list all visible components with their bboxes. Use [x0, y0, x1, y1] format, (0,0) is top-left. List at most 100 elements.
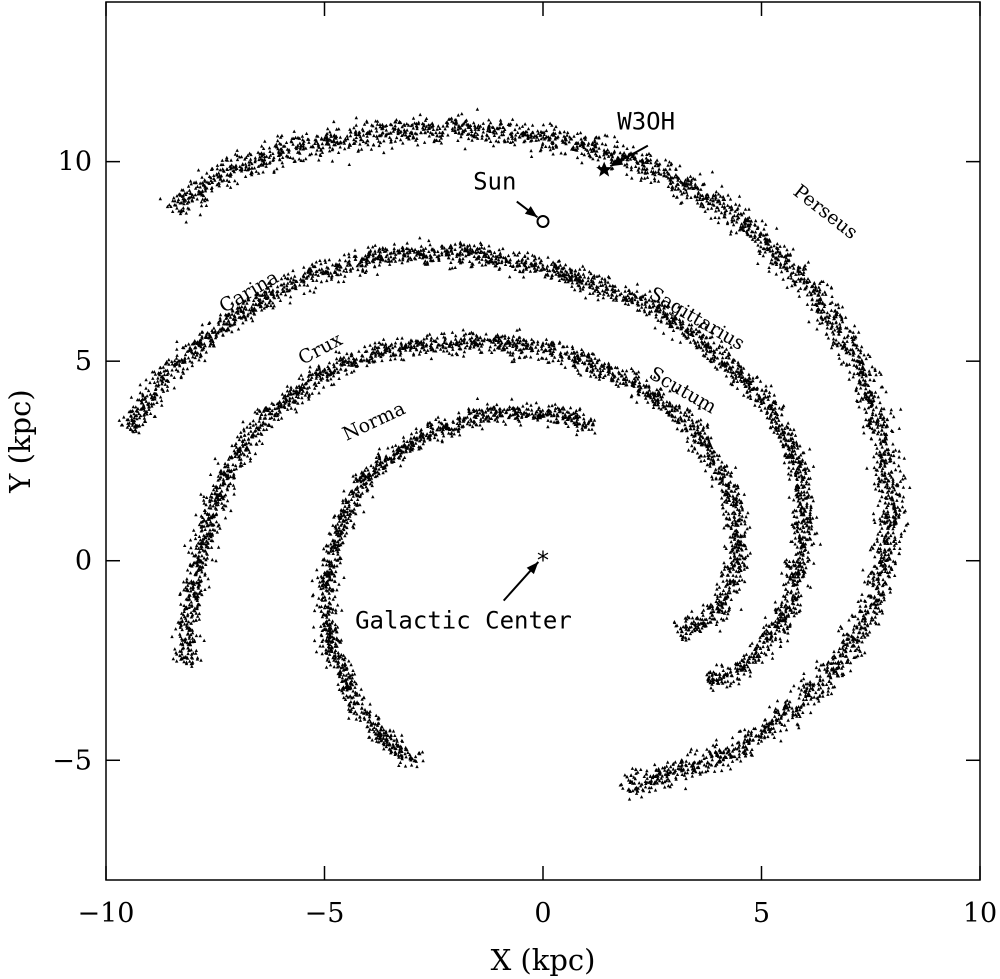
data-point	[427, 134, 431, 138]
data-point	[236, 327, 241, 331]
data-point	[794, 272, 798, 276]
data-point	[395, 135, 399, 140]
data-point	[729, 374, 734, 378]
data-point	[527, 265, 531, 269]
data-point	[117, 418, 121, 422]
data-point	[606, 280, 610, 284]
data-point	[860, 592, 864, 596]
data-point	[892, 414, 896, 419]
data-point	[347, 145, 351, 149]
data-point	[645, 175, 650, 179]
data-point	[878, 542, 883, 546]
data-point	[684, 759, 688, 763]
data-point	[181, 206, 185, 210]
data-point	[735, 220, 739, 224]
data-point	[201, 193, 206, 198]
data-point	[300, 134, 305, 138]
data-point	[550, 141, 555, 145]
data-point	[657, 171, 661, 176]
data-point	[414, 138, 418, 142]
data-point	[329, 132, 333, 137]
data-point	[864, 410, 868, 414]
data-point	[248, 157, 253, 161]
data-point	[880, 428, 884, 432]
data-point	[720, 356, 725, 360]
data-point	[329, 134, 333, 138]
data-point	[852, 371, 856, 376]
data-point	[477, 126, 481, 130]
data-point	[714, 738, 719, 742]
data-point	[730, 759, 735, 763]
data-point	[862, 353, 866, 357]
data-point	[451, 257, 455, 261]
data-point	[753, 230, 758, 234]
data-point	[319, 147, 323, 151]
data-point	[403, 123, 407, 127]
data-point	[176, 197, 181, 202]
data-point	[824, 682, 829, 686]
data-point	[225, 172, 230, 176]
y-tick-label: 0	[75, 546, 92, 577]
data-point	[396, 129, 400, 133]
data-point	[450, 119, 454, 123]
data-point	[249, 170, 254, 174]
data-point	[291, 268, 295, 273]
data-point	[685, 752, 690, 757]
data-point	[750, 747, 754, 751]
data-point	[185, 201, 189, 205]
data-point	[347, 162, 351, 166]
data-point	[595, 153, 599, 157]
data-point	[760, 388, 764, 392]
data-point	[696, 340, 700, 344]
data-point	[419, 244, 423, 248]
data-point	[880, 472, 884, 476]
data-point	[289, 139, 293, 143]
data-point	[775, 431, 780, 435]
data-point	[298, 145, 303, 149]
data-point	[388, 122, 393, 126]
data-point	[772, 430, 776, 434]
data-point	[820, 307, 825, 312]
data-point	[772, 393, 776, 397]
data-point	[875, 446, 879, 450]
data-point	[874, 451, 879, 455]
data-point	[597, 273, 601, 278]
data-point	[488, 129, 492, 133]
data-point	[529, 133, 534, 138]
data-point	[640, 159, 645, 163]
data-point	[235, 181, 240, 186]
data-point	[222, 178, 226, 182]
data-point	[671, 328, 676, 332]
data-point	[511, 250, 516, 255]
data-point	[891, 559, 895, 563]
data-point	[473, 123, 477, 128]
data-point	[857, 378, 862, 382]
data-point	[200, 322, 204, 327]
data-point	[573, 141, 578, 145]
data-point	[878, 529, 882, 533]
data-point	[173, 199, 177, 203]
data-point	[327, 258, 331, 262]
data-point	[466, 136, 471, 141]
data-point	[215, 163, 220, 167]
data-point	[837, 649, 841, 654]
data-point	[864, 417, 868, 422]
data-point	[267, 155, 271, 159]
data-point	[284, 140, 289, 144]
data-point	[158, 395, 163, 399]
data-point	[542, 132, 546, 136]
data-point	[317, 267, 321, 272]
data-point	[422, 122, 426, 126]
data-point	[393, 124, 397, 128]
data-point	[818, 674, 822, 678]
data-point	[453, 129, 457, 133]
data-point	[210, 185, 214, 189]
data-point	[611, 151, 616, 155]
data-point	[510, 117, 515, 121]
data-point	[602, 148, 606, 152]
data-point	[342, 141, 347, 145]
data-point	[138, 382, 142, 387]
data-point	[780, 412, 784, 417]
data-point	[625, 172, 629, 176]
data-point	[908, 485, 912, 489]
